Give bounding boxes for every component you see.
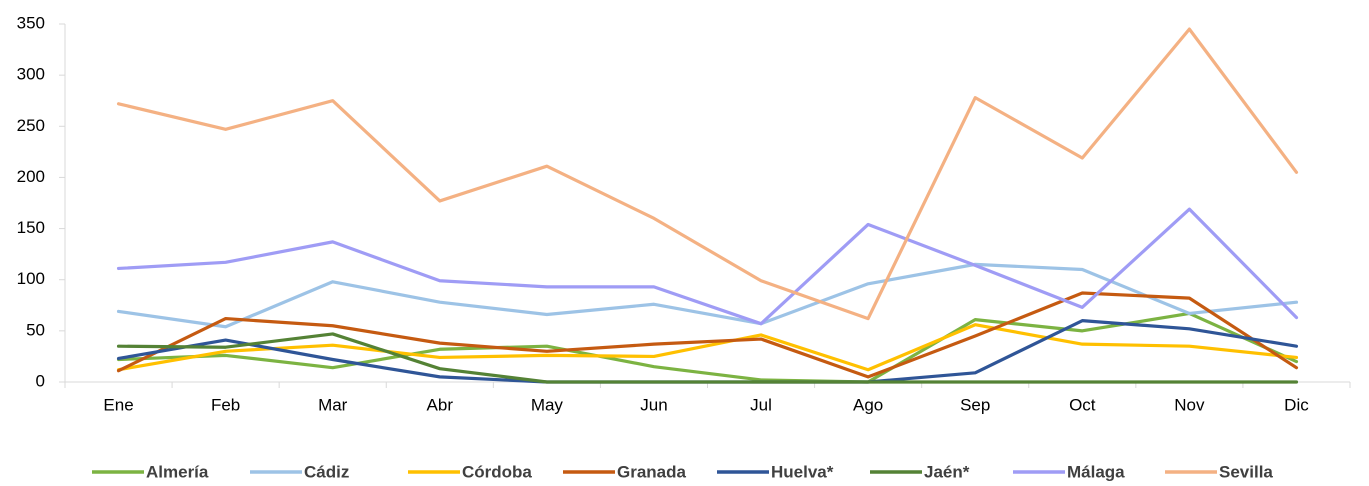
x-tick-label: Ene — [103, 395, 133, 414]
legend-label: Almería — [146, 462, 209, 481]
legend-label: Sevilla — [1219, 462, 1273, 481]
x-tick-label: Nov — [1174, 395, 1205, 414]
series-line — [116, 262, 1299, 329]
x-tick-label: Mar — [318, 395, 348, 414]
y-tick-label: 350 — [17, 13, 45, 32]
x-tick-label: Oct — [1069, 395, 1096, 414]
y-tick-label: 150 — [17, 218, 45, 237]
y-tick-label: 250 — [17, 116, 45, 135]
y-tick-label: 200 — [17, 167, 45, 186]
series-line — [116, 27, 1299, 321]
x-tick-label: Jul — [750, 395, 772, 414]
series-line — [116, 207, 1299, 326]
x-tick-label: Abr — [427, 395, 454, 414]
legend-label: Cádiz — [304, 462, 349, 481]
y-tick-label: 100 — [17, 269, 45, 288]
x-tick-label: Dic — [1284, 395, 1309, 414]
legend-label: Huelva* — [771, 462, 834, 481]
legend-label: Córdoba — [462, 462, 532, 481]
legend-label: Málaga — [1067, 462, 1125, 481]
legend-label: Granada — [617, 462, 687, 481]
legend-label: Jaén* — [924, 462, 970, 481]
series-line — [116, 332, 1299, 384]
x-tick-label: Ago — [853, 395, 883, 414]
y-tick-label: 0 — [36, 371, 45, 390]
y-tick-label: 300 — [17, 65, 45, 84]
x-tick-label: Jun — [640, 395, 667, 414]
series-line — [116, 323, 1299, 372]
series-line — [116, 291, 1299, 379]
series-line — [116, 311, 1299, 384]
x-tick-label: Feb — [211, 395, 240, 414]
x-tick-label: May — [531, 395, 564, 414]
y-tick-label: 50 — [26, 320, 45, 339]
x-tick-label: Sep — [960, 395, 990, 414]
